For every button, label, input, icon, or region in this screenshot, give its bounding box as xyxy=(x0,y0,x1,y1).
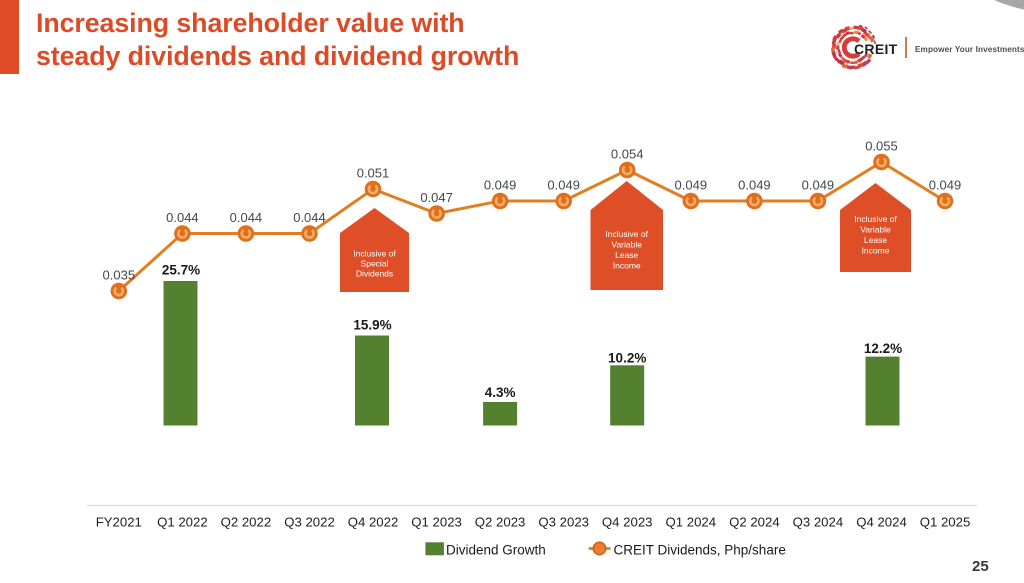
svg-text:0.051: 0.051 xyxy=(357,166,390,181)
svg-text:Lease: Lease xyxy=(864,235,887,245)
svg-text:CREIT Dividends, Php/share: CREIT Dividends, Php/share xyxy=(614,543,786,558)
svg-text:Q3 2023: Q3 2023 xyxy=(538,515,589,530)
svg-text:0.049: 0.049 xyxy=(929,178,962,193)
svg-text:Q3 2024: Q3 2024 xyxy=(793,515,844,530)
svg-text:Q2 2024: Q2 2024 xyxy=(729,515,780,530)
svg-text:Q2 2022: Q2 2022 xyxy=(221,515,272,530)
svg-text:0.044: 0.044 xyxy=(230,210,263,225)
svg-text:10.2%: 10.2% xyxy=(608,351,646,366)
svg-text:Income: Income xyxy=(613,261,641,271)
svg-text:15.9%: 15.9% xyxy=(353,318,391,333)
svg-text:0.049: 0.049 xyxy=(675,178,708,193)
svg-text:Q1 2025: Q1 2025 xyxy=(920,515,971,530)
svg-text:Income: Income xyxy=(862,246,890,256)
svg-text:0.044: 0.044 xyxy=(166,210,199,225)
svg-text:12.2%: 12.2% xyxy=(864,341,902,356)
svg-text:0.049: 0.049 xyxy=(484,178,517,193)
svg-text:Dividend Growth: Dividend Growth xyxy=(446,543,546,558)
svg-text:Special: Special xyxy=(361,259,389,269)
svg-text:Q4 2024: Q4 2024 xyxy=(856,515,907,530)
svg-text:4.3%: 4.3% xyxy=(485,385,516,400)
svg-text:0.035: 0.035 xyxy=(103,268,136,283)
svg-text:0.049: 0.049 xyxy=(547,178,580,193)
svg-text:Q3 2022: Q3 2022 xyxy=(284,515,335,530)
svg-text:Q4 2022: Q4 2022 xyxy=(348,515,399,530)
svg-text:Variable: Variable xyxy=(860,225,891,235)
svg-text:Inclusive of: Inclusive of xyxy=(605,229,648,239)
svg-text:Dividends: Dividends xyxy=(356,269,393,279)
svg-text:0.049: 0.049 xyxy=(802,178,835,193)
svg-text:0.054: 0.054 xyxy=(611,147,644,162)
svg-text:Q1 2023: Q1 2023 xyxy=(411,515,462,530)
svg-text:Q4 2023: Q4 2023 xyxy=(602,515,653,530)
svg-text:0.049: 0.049 xyxy=(738,178,771,193)
svg-text:Q2 2023: Q2 2023 xyxy=(475,515,526,530)
svg-text:Inclusive of: Inclusive of xyxy=(353,249,396,259)
svg-text:0.055: 0.055 xyxy=(865,139,898,154)
svg-text:0.047: 0.047 xyxy=(420,190,453,205)
svg-text:Inclusive of: Inclusive of xyxy=(854,214,897,224)
svg-text:0.044: 0.044 xyxy=(293,210,326,225)
svg-text:FY2021: FY2021 xyxy=(96,515,142,530)
svg-text:Lease: Lease xyxy=(615,250,638,260)
svg-text:Q1 2024: Q1 2024 xyxy=(666,515,717,530)
svg-text:25.7%: 25.7% xyxy=(162,263,200,278)
svg-text:Q1 2022: Q1 2022 xyxy=(157,515,208,530)
svg-text:Variable: Variable xyxy=(611,240,642,250)
